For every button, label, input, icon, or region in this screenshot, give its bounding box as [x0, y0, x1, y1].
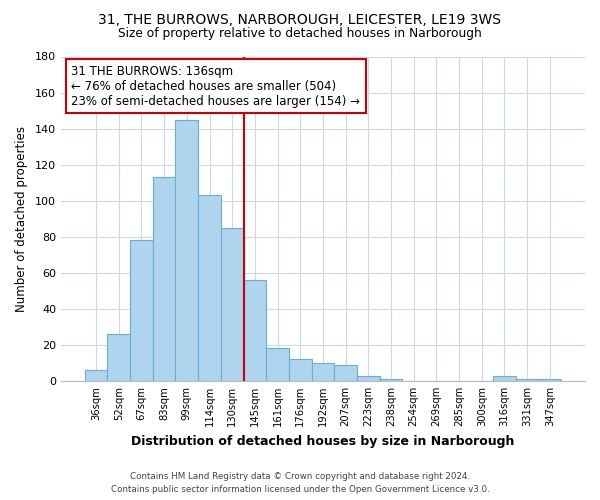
Text: Size of property relative to detached houses in Narborough: Size of property relative to detached ho…	[118, 28, 482, 40]
Text: 31 THE BURROWS: 136sqm
← 76% of detached houses are smaller (504)
23% of semi-de: 31 THE BURROWS: 136sqm ← 76% of detached…	[71, 64, 361, 108]
Text: Contains HM Land Registry data © Crown copyright and database right 2024.
Contai: Contains HM Land Registry data © Crown c…	[110, 472, 490, 494]
Bar	[493, 376, 516, 381]
Bar	[244, 280, 266, 381]
Bar	[107, 334, 130, 381]
Bar	[130, 240, 153, 381]
Bar	[357, 376, 380, 381]
Y-axis label: Number of detached properties: Number of detached properties	[15, 126, 28, 312]
Bar	[334, 364, 357, 381]
Bar	[311, 363, 334, 381]
Bar	[289, 360, 311, 381]
Bar	[221, 228, 244, 381]
Text: 31, THE BURROWS, NARBOROUGH, LEICESTER, LE19 3WS: 31, THE BURROWS, NARBOROUGH, LEICESTER, …	[98, 12, 502, 26]
Bar	[538, 379, 561, 381]
Bar	[153, 178, 175, 381]
Bar	[516, 379, 538, 381]
Bar	[198, 196, 221, 381]
X-axis label: Distribution of detached houses by size in Narborough: Distribution of detached houses by size …	[131, 434, 515, 448]
Bar	[175, 120, 198, 381]
Bar	[266, 348, 289, 381]
Bar	[85, 370, 107, 381]
Bar	[380, 379, 403, 381]
